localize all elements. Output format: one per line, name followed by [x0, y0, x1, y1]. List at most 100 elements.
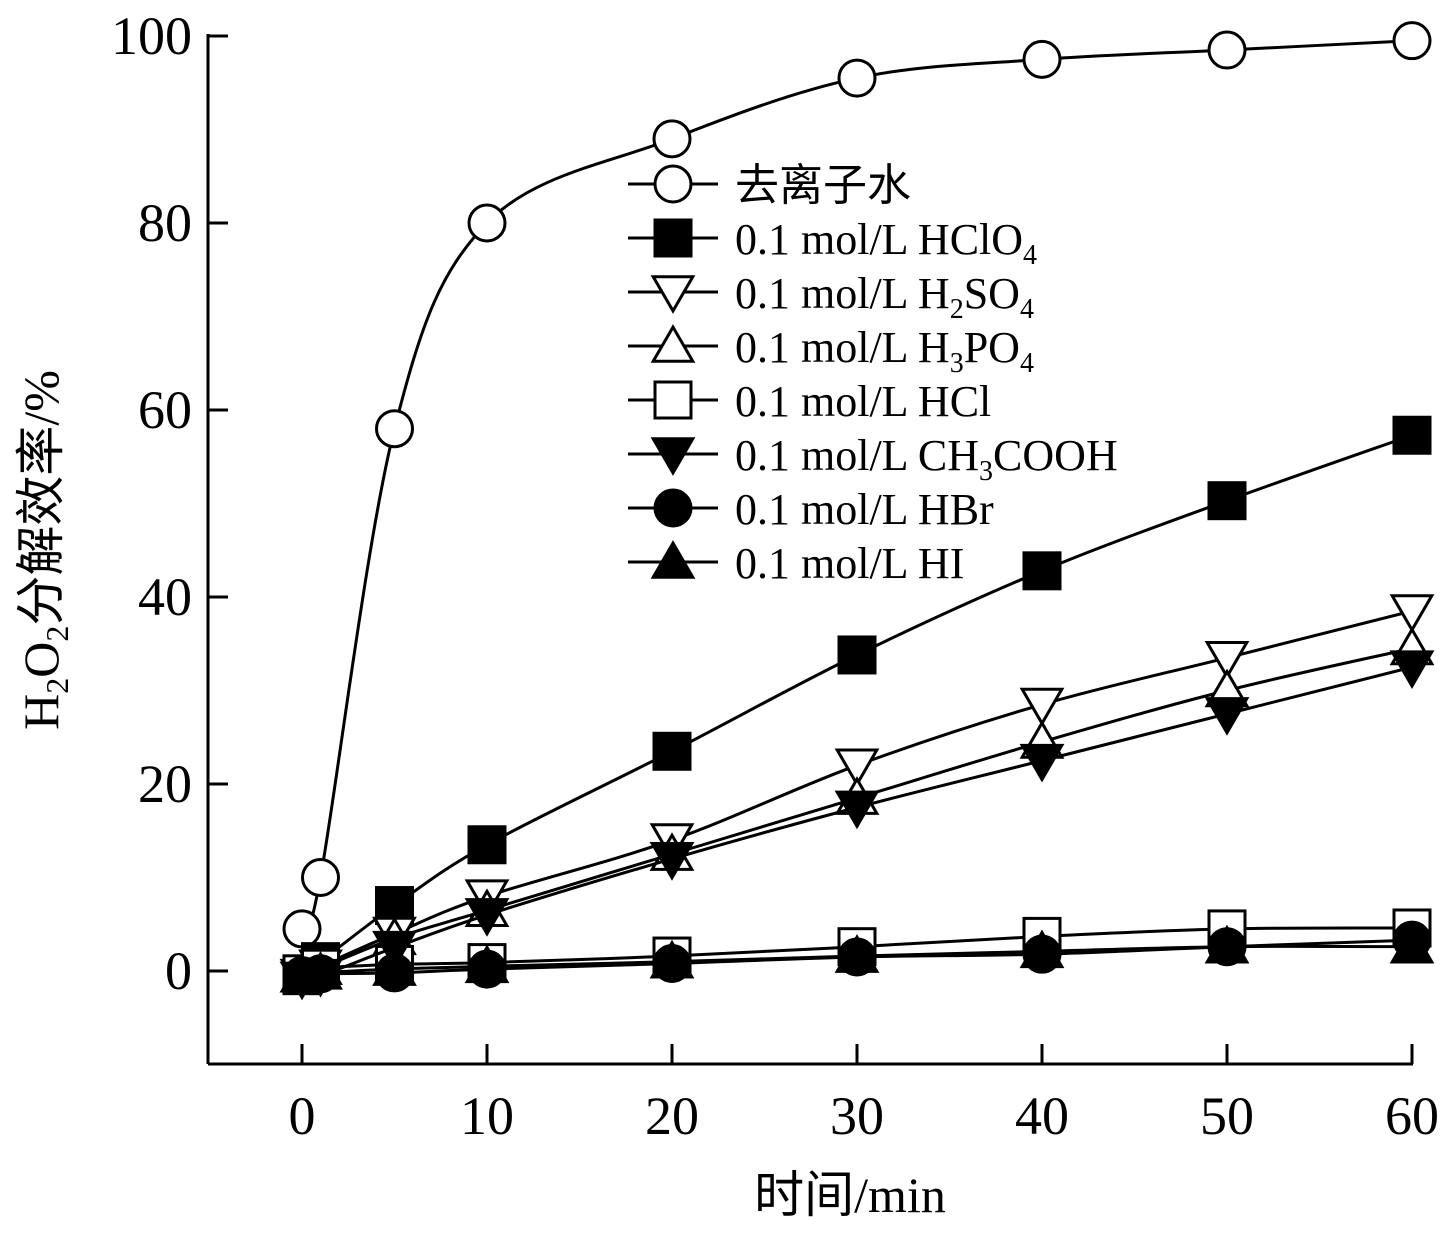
legend-label-main-5: 0.1 mol/L CH: [735, 431, 979, 480]
y-tick-label-100: 100: [111, 6, 192, 66]
x-tick-label-50: 50: [1200, 1086, 1254, 1146]
legend-item-1: 0.1 mol/L HClO4: [628, 215, 1037, 271]
series-1-point-8: [1392, 415, 1432, 455]
series-7-point-3: [464, 944, 510, 984]
legend-label-main-2: 0.1 mol/L H: [735, 269, 950, 318]
legend-label-3: 0.1 mol/L H3PO4: [735, 323, 1034, 379]
legend-item-7: 0.1 mol/L HI: [628, 539, 964, 588]
series-0-point-0: [282, 909, 322, 949]
legend-label-1: 0.1 mol/L HClO4: [735, 215, 1037, 271]
x-tick-label-0: 0: [289, 1086, 316, 1146]
legend-label-sub-2: 2: [950, 294, 964, 325]
legend-label-sub-5: 3: [979, 456, 993, 487]
legend-label-5: 0.1 mol/L CH3COOH: [735, 431, 1118, 487]
y-tick-label-60: 60: [138, 380, 192, 440]
series-0-point-3: [467, 203, 507, 243]
legend-label-6: 0.1 mol/L HBr: [735, 485, 994, 534]
y-tick-label-20: 20: [138, 754, 192, 814]
x-tick-label-20: 20: [645, 1086, 699, 1146]
legend-label-main-1: 0.1 mol/L HClO: [735, 215, 1023, 264]
legend-label-main-0: 去离子水: [735, 161, 911, 210]
y-axis-title-rest: 分解效率/%: [13, 370, 69, 626]
legend-label-sub-3: 3: [950, 348, 964, 379]
legend-item-6: 0.1 mol/L HBr: [628, 485, 994, 534]
series-7-point-5: [834, 934, 880, 973]
series-0-point-5: [837, 58, 877, 98]
series-2-point-8: [1389, 594, 1435, 633]
legend-label-sub2-3: 4: [1020, 348, 1034, 379]
series-line-5: [301, 665, 1413, 981]
legend-marker-3: [650, 324, 696, 363]
series-1-point-7: [1207, 481, 1247, 521]
series-7-point-6: [1019, 929, 1065, 969]
series-7-point-1: [298, 950, 343, 990]
series-5-point-3: [464, 898, 510, 937]
series-1-point-6: [1022, 551, 1062, 591]
series-0-point-6: [1022, 39, 1062, 79]
legend-label-tail-5: COOH: [993, 431, 1118, 480]
series-5-point-6: [1019, 743, 1065, 783]
legend-label-sub2-2: 4: [1020, 294, 1034, 325]
x-tick-label-40: 40: [1015, 1086, 1069, 1146]
x-tick-label-60: 60: [1385, 1086, 1439, 1146]
series-0-point-1: [301, 858, 340, 897]
legend-marker-7: [650, 540, 696, 579]
x-tick-label-30: 30: [830, 1086, 884, 1146]
series-2-point-5: [834, 748, 880, 788]
series-7-point-2: [372, 947, 417, 986]
legend-label-sub-1: 4: [1023, 240, 1037, 271]
legend-label-2: 0.1 mol/L H2SO4: [735, 269, 1034, 325]
legend-item-3: 0.1 mol/L H3PO4: [628, 323, 1034, 379]
series-7-point-4: [649, 939, 695, 979]
y-tick-label-40: 40: [138, 567, 192, 627]
series-7-point-7: [1204, 924, 1250, 964]
series-0: [282, 21, 1432, 949]
legend-item-0: 去离子水: [628, 161, 911, 210]
series-7-point-8: [1389, 924, 1435, 964]
series-2-point-6: [1019, 687, 1065, 727]
series-0-point-8: [1392, 21, 1432, 61]
legend-label-4: 0.1 mol/L HCl: [735, 377, 991, 426]
legend-marker-4: [653, 380, 693, 420]
series-5-point-5: [834, 790, 880, 830]
legend-label-main-3: 0.1 mol/L H: [735, 323, 950, 372]
legend-marker-6: [653, 488, 693, 528]
legend-marker-1: [653, 218, 693, 258]
legend-label-tail-3: PO: [964, 323, 1020, 372]
axes: 0 20 40 60 80 100 0 10 20 30 40 50 60: [111, 6, 1439, 1146]
legend-item-4: 0.1 mol/L HCl: [628, 377, 991, 426]
legend-item-5: 0.1 mol/L CH3COOH: [628, 431, 1118, 487]
legend-marker-2: [650, 275, 696, 314]
series-1-point-5: [837, 635, 877, 675]
y-axis-title-h: H: [13, 694, 69, 730]
series-1-point-3: [467, 825, 507, 865]
legend-label-main-6: 0.1 mol/L HBr: [735, 485, 994, 534]
legend-item-2: 0.1 mol/L H2SO4: [628, 269, 1034, 325]
y-tick-label-80: 80: [138, 193, 192, 253]
series-7: [279, 924, 1435, 993]
series-layer: [279, 21, 1435, 1001]
series-1-point-4: [652, 731, 692, 771]
y-axis-title-sub1: 2: [39, 678, 75, 694]
series-5-point-7: [1204, 697, 1250, 736]
x-axis-title: 时间/min: [754, 1167, 946, 1223]
y-axis-title-sub2: 2: [39, 626, 75, 642]
series-line-0: [300, 39, 1413, 933]
legend-label-0: 去离子水: [735, 161, 911, 210]
y-axis-title: H2O2分解效率/%: [13, 370, 75, 730]
legend-marker-0: [653, 164, 693, 204]
series-0-point-2: [375, 409, 414, 449]
legend-marker-5: [650, 437, 696, 476]
series-0-point-7: [1207, 30, 1247, 70]
series-0-point-4: [652, 119, 692, 159]
legend-label-main-7: 0.1 mol/L HI: [735, 539, 964, 588]
legend-label-main-4: 0.1 mol/L HCl: [735, 377, 991, 426]
legend-label-tail-2: SO: [964, 269, 1020, 318]
legend-label-7: 0.1 mol/L HI: [735, 539, 964, 588]
series-5-point-8: [1389, 650, 1435, 690]
x-tick-label-10: 10: [460, 1086, 514, 1146]
y-tick-label-0: 0: [165, 941, 192, 1001]
y-axis-title-o: O: [13, 642, 69, 678]
